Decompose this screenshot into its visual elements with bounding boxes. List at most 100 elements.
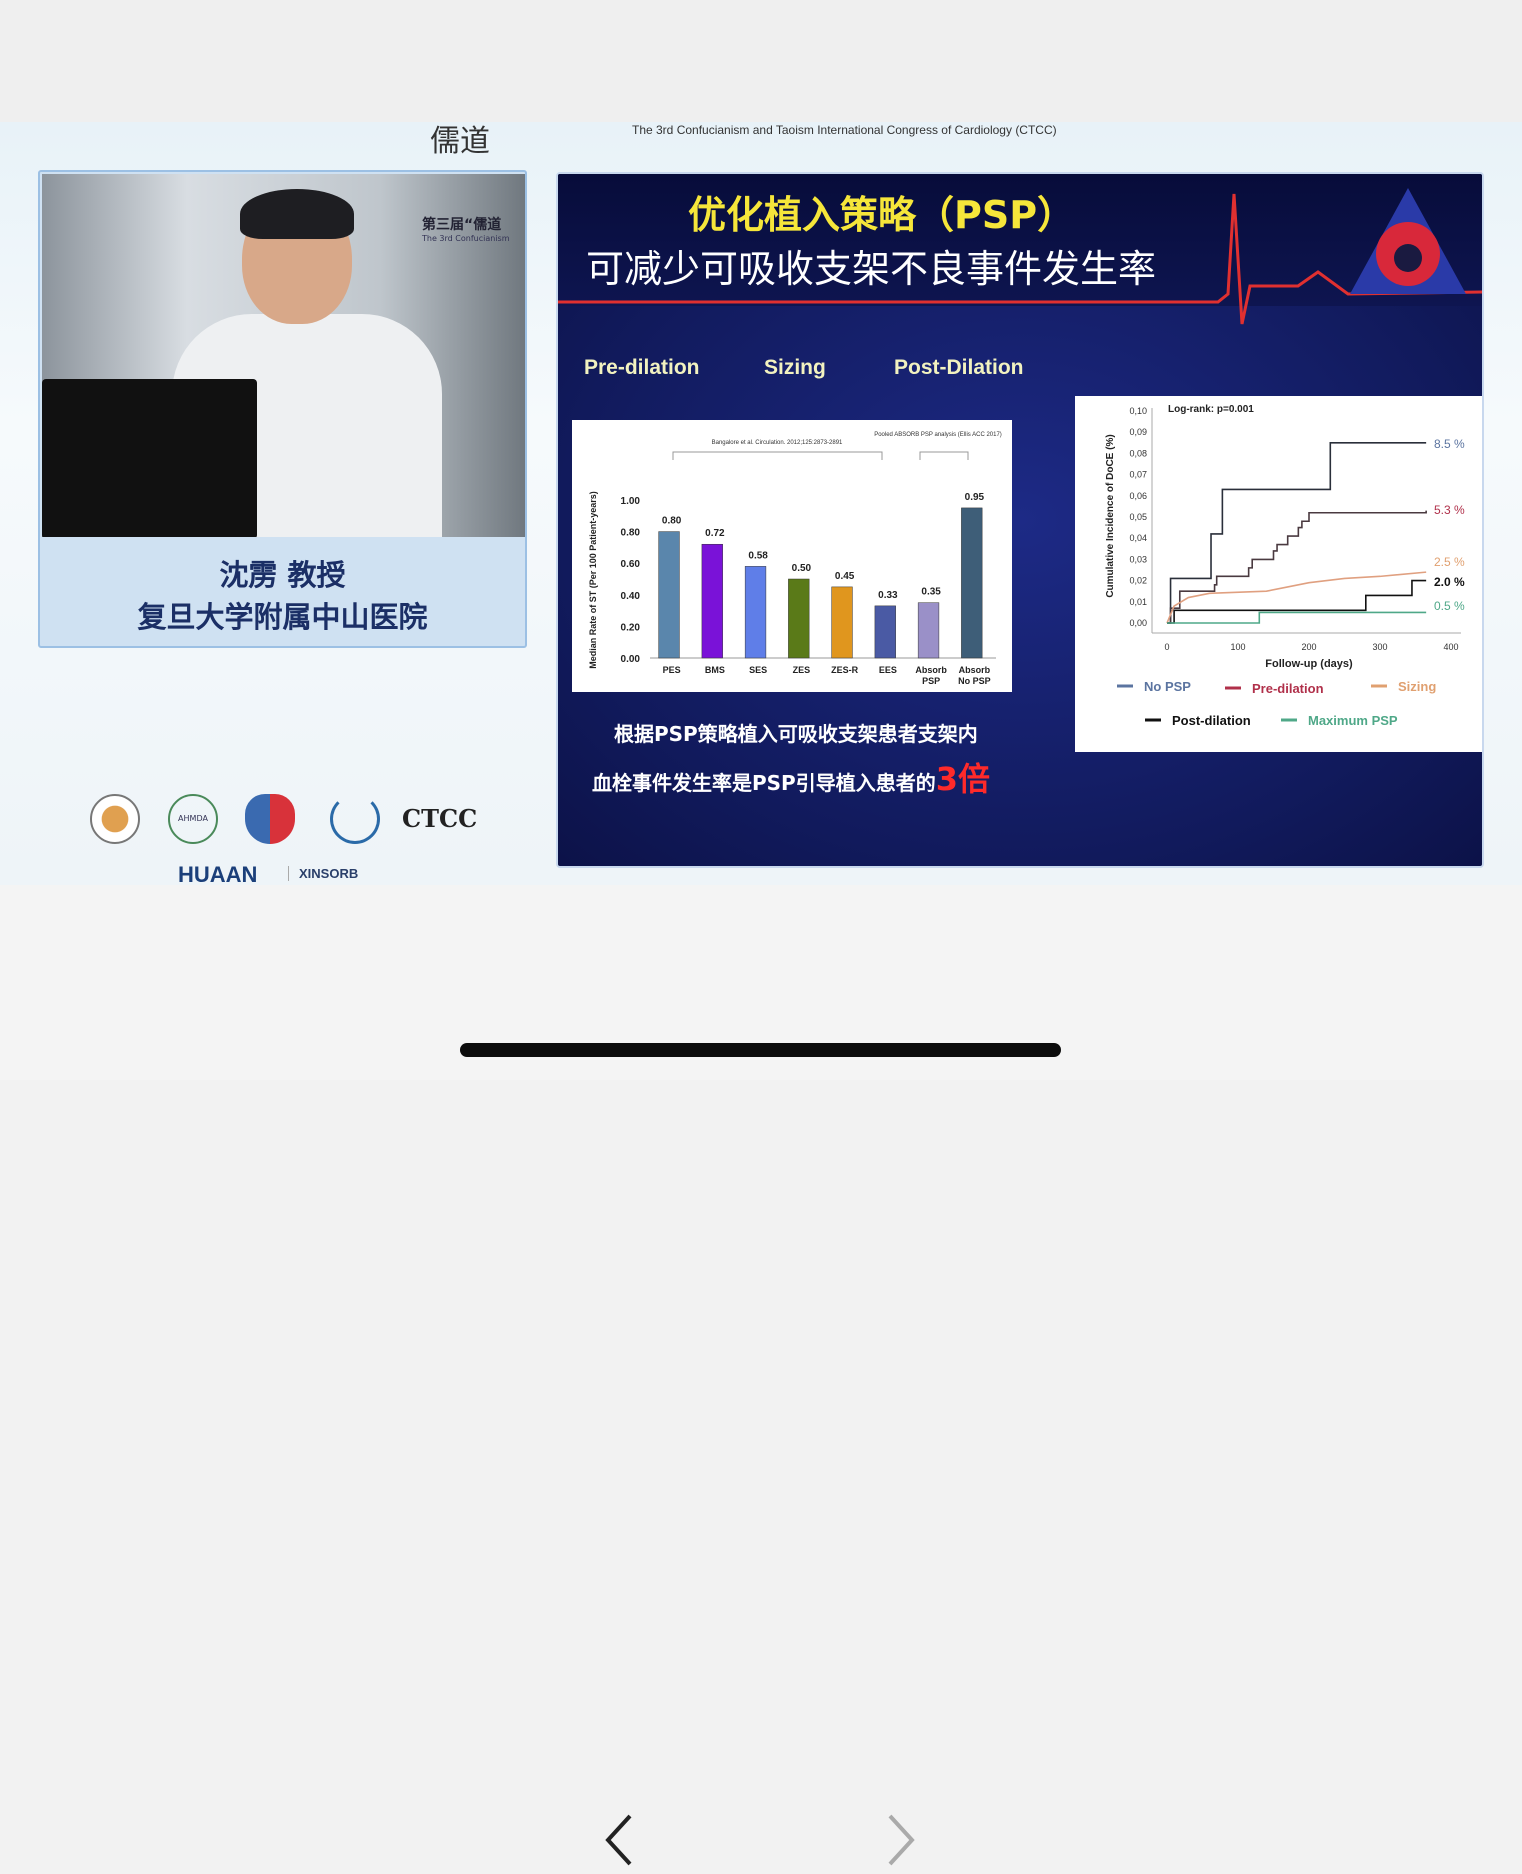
- conclusion-text: 血栓事件发生率是PSP引导植入患者的: [592, 771, 936, 795]
- y-tick-label: 0.00: [621, 654, 641, 665]
- end-value-label: 2.5 %: [1434, 555, 1465, 569]
- x-tick-label: ZES-R: [831, 665, 859, 675]
- y-tick-label: 0,01: [1129, 597, 1147, 607]
- source-note-2: Pooled ABSORB PSP analysis (Ellis ACC 20…: [874, 432, 1002, 438]
- bar: [658, 531, 680, 659]
- bar-value-label: 0.72: [705, 528, 725, 539]
- speaker-caption: 沈雳 教授 复旦大学附属中山医院: [40, 554, 525, 638]
- heart-handshake-logo: [245, 794, 295, 844]
- x-tick-label: 100: [1230, 642, 1245, 652]
- y-tick-label: 0,08: [1129, 448, 1147, 458]
- step-post-dilation: Post-Dilation: [894, 356, 1024, 379]
- y-axis-label: Median Rate of ST (Per 100 Patient-years…: [588, 491, 598, 669]
- y-tick-label: 0.20: [621, 622, 641, 633]
- x-tick-label: 0: [1164, 642, 1169, 652]
- km-curve-maximum-psp: [1167, 611, 1427, 624]
- x-tick-label: 200: [1301, 642, 1316, 652]
- x-tick-label: Absorb: [915, 665, 947, 675]
- bar: [744, 566, 767, 659]
- calligraphy-logo: 儒道: [430, 124, 490, 159]
- bar: [961, 507, 983, 659]
- km-curve-pre-dilation: [1167, 510, 1427, 624]
- y-tick-label: 0,00: [1129, 618, 1147, 628]
- bar: [874, 605, 896, 659]
- slide-header: [558, 174, 1482, 306]
- source-note: Bangalore et al. Circulation. 2012;125:2…: [712, 440, 843, 446]
- sponsor-logos: AHMDA CTCC: [90, 794, 480, 850]
- x-tick-label: ZES: [793, 665, 811, 675]
- legend-entry: Sizing: [1398, 679, 1436, 694]
- x-tick-label: 300: [1372, 642, 1387, 652]
- y-tick-label: 0,10: [1129, 406, 1147, 416]
- speaker-name: 沈雳 教授: [219, 558, 346, 592]
- backdrop-subtext: The 3rd Confucianism: [422, 234, 510, 243]
- bar: [788, 578, 810, 659]
- km-curve-sizing: [1166, 571, 1427, 624]
- km-curve-post-dilation: [1167, 579, 1427, 624]
- speaker-hair: [240, 189, 354, 239]
- slide-subtitle: 可减少可吸收支架不良事件发生率: [586, 247, 1157, 291]
- bar: [917, 602, 940, 659]
- y-tick-label: 0,04: [1129, 533, 1147, 543]
- bar-value-label: 0.50: [792, 563, 812, 574]
- society-emblem: [1350, 188, 1466, 294]
- xinsorb-logo: XINSORB: [288, 866, 358, 881]
- legend-entry: Pre-dilation: [1252, 681, 1324, 696]
- bar-value-label: 0.33: [878, 590, 898, 601]
- ecg-line-decoration: [558, 193, 1482, 325]
- conclusion-line-1: 根据PSP策略植入可吸收支架患者支架内: [614, 722, 978, 746]
- conclusion-highlight: 3倍: [935, 760, 991, 798]
- bracket-right: [919, 451, 969, 460]
- next-button[interactable]: [882, 1810, 922, 1870]
- bracket-left: [672, 451, 883, 460]
- presentation-slide: 优化植入策略（PSP） 可减少可吸收支架不良事件发生率 Pre-dilation…: [556, 172, 1484, 868]
- ctcc-logo: CTCC: [402, 804, 478, 833]
- y-tick-label: 0,09: [1129, 427, 1147, 437]
- heart-center-logo: [330, 794, 380, 844]
- chevron-left-icon: [605, 1814, 632, 1866]
- video-player[interactable]: 儒道 The 3rd Confucianism and Taoism Inter…: [0, 122, 1522, 885]
- x-tick-label-line2: No PSP: [958, 676, 991, 686]
- y-tick-label: 0,07: [1129, 470, 1147, 480]
- backdrop-text: 第三届“儒道: [422, 217, 502, 233]
- huaan-logo: HUAAN: [178, 862, 258, 885]
- speaker-affiliation: 复旦大学附属中山医院: [137, 600, 428, 634]
- bar: [831, 586, 853, 659]
- laptop: [42, 379, 257, 537]
- end-value-label: 0.5 %: [1434, 599, 1465, 613]
- y-axis-label: Cumulative Incidence of DoCE (%): [1105, 434, 1116, 597]
- x-axis-label: Follow-up (days): [1265, 658, 1353, 670]
- x-tick-label: PES: [663, 665, 681, 675]
- legend-entry: Post-dilation: [1172, 713, 1251, 728]
- x-tick-label: 400: [1443, 642, 1458, 652]
- speaker-panel: 第三届“儒道 The 3rd Confucianism 沈雳 教授 复旦大学附属…: [38, 170, 527, 648]
- legend-entry: No PSP: [1144, 679, 1191, 694]
- log-rank-annotation: Log-rank: p=0.001: [1168, 404, 1254, 415]
- y-tick-label: 0.80: [621, 528, 641, 539]
- previous-button[interactable]: [600, 1810, 640, 1870]
- slide-title: 优化植入策略（PSP）: [688, 193, 1076, 237]
- bar-value-label: 0.80: [662, 516, 682, 527]
- bar-value-label: 0.35: [921, 587, 941, 598]
- y-tick-label: 0,03: [1129, 554, 1147, 564]
- y-tick-label: 0.60: [621, 559, 641, 570]
- x-tick-label: Absorb: [959, 665, 991, 675]
- bar-value-label: 0.45: [835, 571, 855, 582]
- cumulative-incidence-chart: 0,00 0,01 0,02 0,03 0,04 0,05 0,06 0,07 0,08 0,09…: [1075, 396, 1482, 752]
- bar-value-label: 0.58: [748, 550, 768, 561]
- association-seal-logo: [90, 794, 140, 844]
- end-value-label: 2.0 %: [1434, 575, 1465, 589]
- x-tick-label: EES: [879, 665, 897, 675]
- end-value-label: 5.3 %: [1434, 503, 1465, 517]
- x-tick-label-line2: PSP: [922, 676, 940, 686]
- y-tick-label: 0.40: [621, 591, 641, 602]
- conclusion-line-2: 血栓事件发生率是PSP引导植入患者的3倍: [592, 754, 990, 800]
- x-tick-label: SES: [749, 665, 767, 675]
- top-status-area: [0, 0, 1522, 122]
- step-pre-dilation: Pre-dilation: [584, 356, 700, 379]
- home-indicator[interactable]: [460, 1043, 1061, 1057]
- x-tick-label: BMS: [705, 665, 725, 675]
- speaker-camera-feed: 第三届“儒道 The 3rd Confucianism: [42, 174, 525, 537]
- ahmda-logo: AHMDA: [168, 794, 218, 844]
- y-tick-label: 0,02: [1129, 576, 1147, 586]
